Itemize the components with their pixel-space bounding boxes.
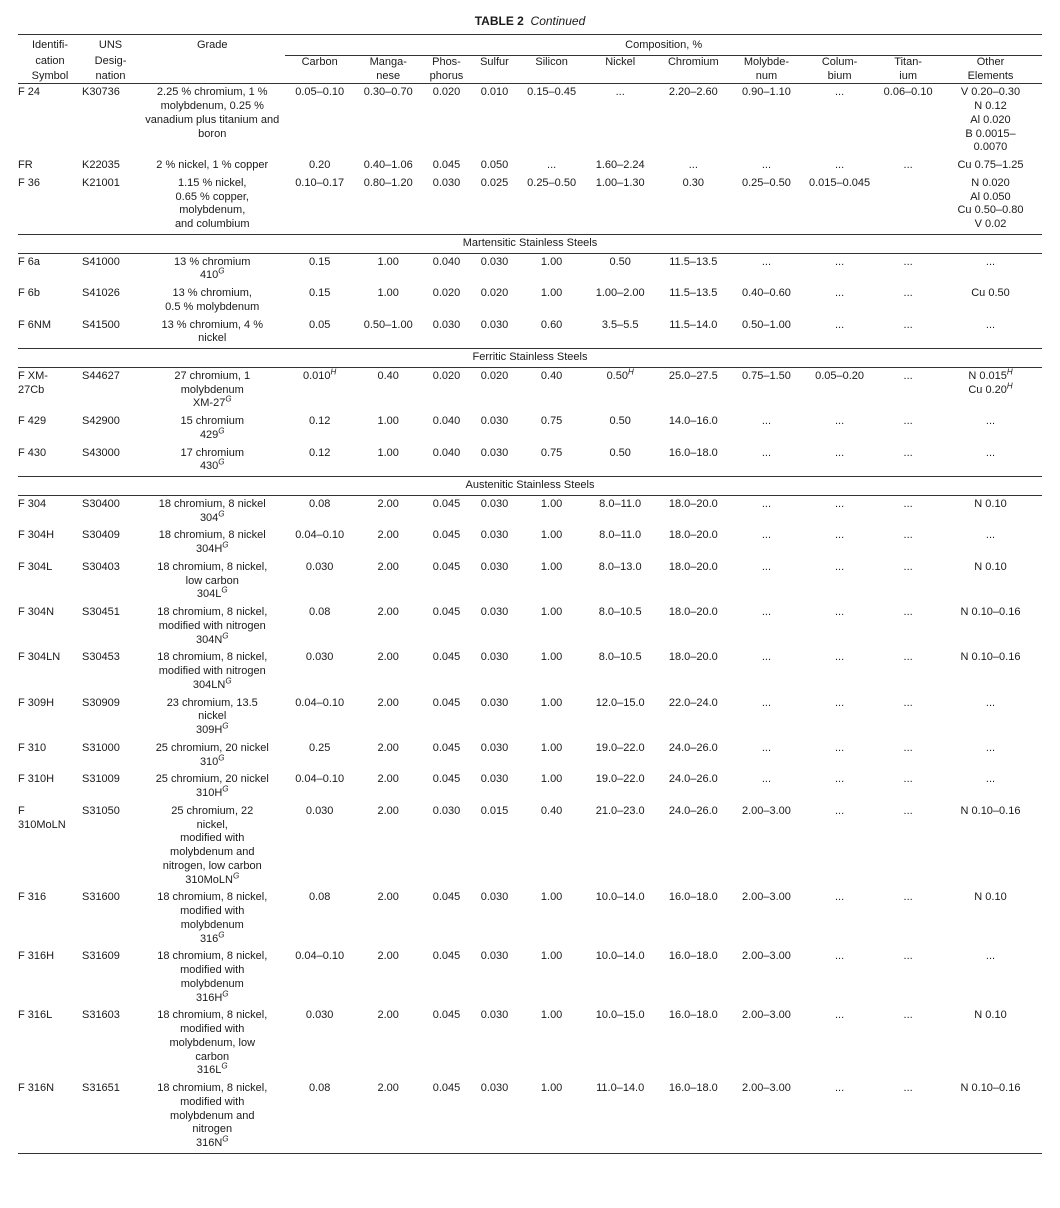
- table-row: F 304S3040018 chromium, 8 nickel304G0.08…: [18, 495, 1042, 527]
- table-row: F 310HS3100925 chromium, 20 nickel310HG0…: [18, 771, 1042, 803]
- table-row: F 316LS3160318 chromium, 8 nickel,modifi…: [18, 1007, 1042, 1080]
- table-body: Identifi-UNSGradeComposition, %cationDes…: [18, 35, 1042, 1154]
- table-row: F 304LNS3045318 chromium, 8 nickel,modif…: [18, 649, 1042, 694]
- table-row: F 304LS3040318 chromium, 8 nickel,low ca…: [18, 559, 1042, 604]
- table-row: F 6aS4100013 % chromium410G0.151.000.040…: [18, 253, 1042, 285]
- table-row: F 309HS3090923 chromium, 13.5nickel309HG…: [18, 695, 1042, 740]
- table-row: F 310S3100025 chromium, 20 nickel310G0.2…: [18, 740, 1042, 772]
- table-row: F 304NS3045118 chromium, 8 nickel,modifi…: [18, 604, 1042, 649]
- table-row: F 316HS3160918 chromium, 8 nickel,modifi…: [18, 948, 1042, 1007]
- table-row: FRK220352 % nickel, 1 % copper0.200.40–1…: [18, 157, 1042, 175]
- composition-table: Identifi-UNSGradeComposition, %cationDes…: [18, 34, 1042, 1154]
- table-row: F310MoLNS3105025 chromium, 22nickel,modi…: [18, 803, 1042, 890]
- table-row: F XM-27CbS4462727 chromium, 1molybdenumX…: [18, 367, 1042, 413]
- table-title: TABLE 2 Continued: [18, 14, 1042, 28]
- table-row: F 36K210011.15 % nickel,0.65 % copper,mo…: [18, 175, 1042, 235]
- table-row: F 6bS4102613 % chromium,0.5 % molybdenum…: [18, 285, 1042, 317]
- table-row: F 6NMS4150013 % chromium, 4 %nickel0.050…: [18, 317, 1042, 349]
- table-row: F 304HS3040918 chromium, 8 nickel304HG0.…: [18, 527, 1042, 559]
- table-row: F 316S3160018 chromium, 8 nickel,modifie…: [18, 889, 1042, 948]
- section-header: Ferritic Stainless Steels: [18, 349, 1042, 368]
- table-title-cont: Continued: [531, 14, 586, 28]
- table-row: F 316NS3165118 chromium, 8 nickel,modifi…: [18, 1080, 1042, 1153]
- section-header: Martensitic Stainless Steels: [18, 234, 1042, 253]
- section-header: Austenitic Stainless Steels: [18, 477, 1042, 496]
- table-title-label: TABLE 2: [475, 14, 524, 28]
- table-row: F 24K307362.25 % chromium, 1 % molybdenu…: [18, 84, 1042, 157]
- table-row: F 429S4290015 chromium429G0.121.000.0400…: [18, 413, 1042, 445]
- table-row: F 430S4300017 chromium430G0.121.000.0400…: [18, 445, 1042, 477]
